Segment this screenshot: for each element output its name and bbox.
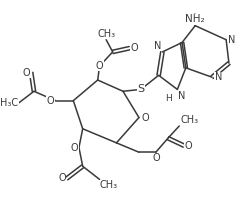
Text: S: S <box>137 84 144 94</box>
Text: CH₃: CH₃ <box>180 115 198 125</box>
Text: O: O <box>185 141 192 151</box>
Text: N: N <box>228 35 235 45</box>
Text: N: N <box>154 41 161 51</box>
Text: O: O <box>70 143 78 152</box>
Text: N: N <box>178 91 186 101</box>
Text: O: O <box>96 61 103 71</box>
Text: N: N <box>215 72 222 82</box>
Text: H: H <box>165 94 172 103</box>
Text: CH₃: CH₃ <box>97 29 115 39</box>
Text: O: O <box>23 68 30 78</box>
Text: NH₂: NH₂ <box>185 14 205 24</box>
Text: O: O <box>142 112 149 122</box>
Text: H₃C: H₃C <box>0 99 18 109</box>
Text: O: O <box>47 96 55 106</box>
Text: O: O <box>58 173 66 183</box>
Text: CH₃: CH₃ <box>100 180 118 190</box>
Text: O: O <box>130 43 138 53</box>
Text: O: O <box>152 153 160 163</box>
